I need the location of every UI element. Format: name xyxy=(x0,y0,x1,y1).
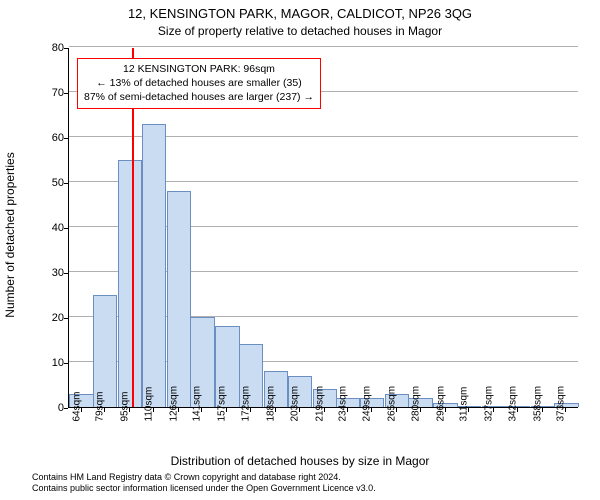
histogram-bar xyxy=(167,191,191,407)
x-axis-label: Distribution of detached houses by size … xyxy=(0,454,600,468)
gridline xyxy=(69,46,578,47)
footer-attribution: Contains HM Land Registry data © Crown c… xyxy=(32,472,376,495)
y-tick-label: 70 xyxy=(34,87,64,99)
y-tick-label: 10 xyxy=(34,357,64,369)
y-tick-label: 40 xyxy=(34,222,64,234)
histogram-bar xyxy=(93,295,117,408)
y-tick-label: 30 xyxy=(34,267,64,279)
chart-title: 12, KENSINGTON PARK, MAGOR, CALDICOT, NP… xyxy=(0,6,600,21)
annotation-line: ← 13% of detached houses are smaller (35… xyxy=(84,76,314,90)
annotation-line: 87% of semi-detached houses are larger (… xyxy=(84,90,314,104)
plot-area: 12 KENSINGTON PARK: 96sqm← 13% of detach… xyxy=(68,48,578,408)
y-tick-label: 20 xyxy=(34,312,64,324)
y-tick-label: 50 xyxy=(34,177,64,189)
annotation-line: 12 KENSINGTON PARK: 96sqm xyxy=(84,62,314,76)
y-tick-label: 0 xyxy=(34,402,64,414)
footer-line-1: Contains HM Land Registry data © Crown c… xyxy=(32,472,376,483)
histogram-bar xyxy=(118,160,142,408)
y-tick-label: 80 xyxy=(34,42,64,54)
annotation-box: 12 KENSINGTON PARK: 96sqm← 13% of detach… xyxy=(77,58,321,109)
chart-subtitle: Size of property relative to detached ho… xyxy=(0,24,600,38)
y-axis-label: Number of detached properties xyxy=(3,152,17,317)
histogram-bar xyxy=(142,124,166,408)
y-tick-label: 60 xyxy=(34,132,64,144)
y-tick-mark xyxy=(64,408,68,409)
footer-line-2: Contains public sector information licen… xyxy=(32,483,376,494)
chart-container: 12, KENSINGTON PARK, MAGOR, CALDICOT, NP… xyxy=(0,0,600,500)
